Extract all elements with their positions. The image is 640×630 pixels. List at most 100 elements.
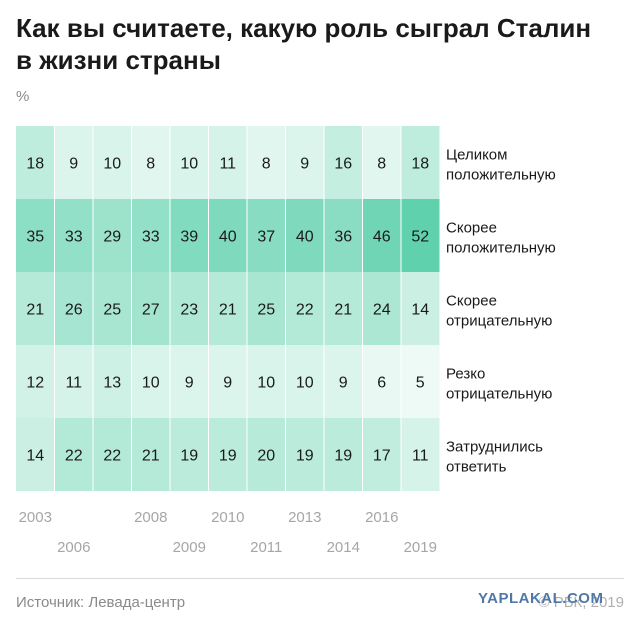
heatmap-cell: [54, 345, 93, 418]
cell-value-label: 10: [103, 156, 121, 173]
cell-value-label: 35: [26, 229, 44, 246]
cell-value-label: 36: [334, 229, 352, 246]
x-tick-label: 2013: [288, 509, 321, 526]
heatmap-cell: [93, 199, 132, 272]
cell-value-label: 10: [296, 375, 314, 392]
row-label: отрицательную: [446, 313, 552, 330]
heatmap-cell: [170, 272, 209, 345]
x-tick-label: 2006: [57, 539, 90, 556]
cell-value-label: 25: [257, 302, 275, 319]
chart-title: Как вы считаете, какую роль сыграл Стали…: [16, 12, 616, 76]
row-label: положительную: [446, 240, 556, 257]
cell-value-label: 11: [412, 448, 429, 465]
x-tick-label: 2003: [19, 509, 52, 526]
heatmap-cell: [401, 199, 440, 272]
x-tick-label: 2016: [365, 509, 398, 526]
heatmap-cell: [285, 199, 324, 272]
cell-value-label: 19: [296, 448, 314, 465]
heatmap-cell: [247, 199, 286, 272]
cell-value-label: 14: [26, 448, 44, 465]
heatmap-cell: [131, 126, 170, 199]
cell-value-label: 5: [416, 375, 425, 392]
heatmap-cell: [131, 272, 170, 345]
heatmap-cell: [170, 126, 209, 199]
row-label: ответить: [446, 459, 507, 476]
row-label: Скорее: [446, 220, 497, 237]
cell-value-label: 33: [142, 229, 160, 246]
cell-value-label: 24: [373, 302, 391, 319]
row-label: Скорее: [446, 293, 497, 310]
cell-value-label: 11: [219, 156, 236, 173]
cell-value-label: 21: [142, 448, 160, 465]
heatmap-cell: [170, 199, 209, 272]
cell-value-label: 21: [219, 302, 237, 319]
cell-value-label: 40: [296, 229, 314, 246]
cell-value-label: 11: [65, 375, 82, 392]
cell-value-label: 9: [185, 375, 194, 392]
cell-value-label: 25: [103, 302, 121, 319]
cell-value-label: 21: [26, 302, 44, 319]
credit-note: © РБК, 2019: [538, 594, 624, 611]
row-label: Целиком: [446, 147, 507, 164]
cell-value-label: 19: [180, 448, 198, 465]
heatmap-cell: [324, 272, 363, 345]
heatmap-cell: [285, 418, 324, 491]
cell-value-label: 22: [296, 302, 314, 319]
cell-value-label: 18: [26, 156, 44, 173]
cell-value-label: 19: [334, 448, 352, 465]
row-label: Затруднились: [446, 439, 543, 456]
x-tick-label: 2019: [404, 539, 437, 556]
cell-value-label: 27: [142, 302, 160, 319]
heatmap-cell: [131, 418, 170, 491]
cell-value-label: 22: [103, 448, 121, 465]
heatmap-cell: [93, 418, 132, 491]
cell-value-label: 10: [257, 375, 275, 392]
cell-value-label: 9: [223, 375, 232, 392]
cell-value-label: 19: [219, 448, 237, 465]
heatmap-cell: [131, 345, 170, 418]
heatmap-cell: [324, 418, 363, 491]
x-tick-label: 2014: [327, 539, 360, 556]
cell-value-label: 52: [411, 229, 429, 246]
row-label: положительную: [446, 167, 556, 184]
heatmap-cell: [401, 126, 440, 199]
unit-label: %: [16, 88, 30, 105]
heatmap-cell: [362, 126, 401, 199]
heatmap-cell: [208, 199, 247, 272]
watermark-text: YAPLAKAL.COM: [478, 590, 604, 607]
cell-value-label: 16: [334, 156, 352, 173]
cell-value-label: 40: [219, 229, 237, 246]
heatmap-cell: [208, 345, 247, 418]
heatmap-cell: [247, 126, 286, 199]
cell-value-label: 39: [180, 229, 198, 246]
cell-value-label: 6: [377, 375, 386, 392]
heatmap-cell: [401, 272, 440, 345]
cell-value-label: 18: [411, 156, 429, 173]
heatmap-cell: [208, 272, 247, 345]
heatmap-cell: [16, 199, 55, 272]
cell-value-label: 8: [146, 156, 155, 173]
cell-value-label: 13: [103, 375, 121, 392]
heatmap-cell: [247, 345, 286, 418]
heatmap-cell: [54, 199, 93, 272]
cell-value-label: 29: [103, 229, 121, 246]
source-note: Источник: Левада-центр: [16, 594, 186, 611]
heatmap-cell: [54, 418, 93, 491]
cell-value-label: 9: [339, 375, 348, 392]
heatmap-cell: [324, 199, 363, 272]
footer-divider: [16, 578, 624, 579]
cell-value-label: 8: [262, 156, 271, 173]
heatmap-cell: [324, 345, 363, 418]
row-label: Резко: [446, 366, 485, 383]
cell-value-label: 9: [300, 156, 309, 173]
heatmap-cell: [247, 418, 286, 491]
heatmap-cell: [401, 418, 440, 491]
heatmap-cell: [54, 272, 93, 345]
cell-value-label: 46: [373, 229, 391, 246]
heatmap-cell: [93, 126, 132, 199]
heatmap-cell: [170, 418, 209, 491]
heatmap-cell: [16, 272, 55, 345]
cell-value-label: 12: [26, 375, 44, 392]
heatmap-cell: [131, 199, 170, 272]
